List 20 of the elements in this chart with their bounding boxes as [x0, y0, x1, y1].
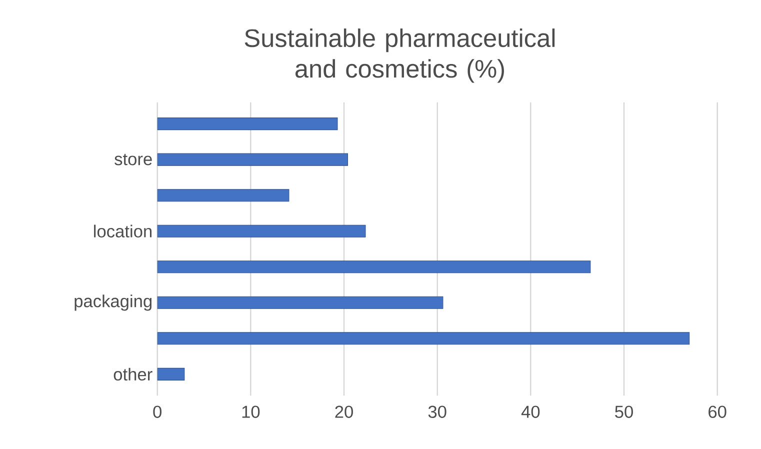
bar [157, 332, 690, 345]
bar [157, 260, 591, 274]
x-tick-label: 0 [153, 406, 162, 418]
y-tick-label: packaging [74, 294, 152, 311]
x-tick-label: 50 [615, 406, 633, 418]
bar [157, 296, 444, 309]
bar [157, 368, 185, 380]
bar [157, 224, 366, 238]
bar [157, 118, 338, 130]
y-tick-label: store [114, 154, 152, 166]
x-tick-label: 40 [521, 406, 540, 418]
x-tick-label: 10 [242, 406, 260, 418]
x-tick-label: 60 [708, 406, 726, 418]
y-tick-label: other [114, 368, 152, 381]
bar [157, 153, 348, 166]
chart-title: Sustainable pharmaceutical and cosmetics (%) [244, 28, 555, 83]
y-tick-label: location [94, 224, 152, 238]
x-tick-label: 20 [335, 406, 353, 418]
x-tick-label: 30 [428, 406, 446, 418]
bar [157, 189, 290, 202]
